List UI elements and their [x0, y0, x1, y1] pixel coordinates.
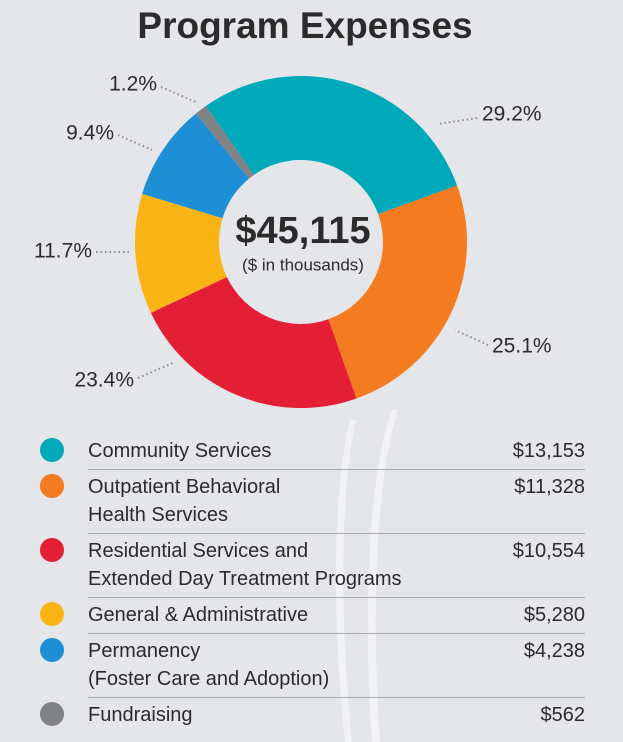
amount: $4,238 — [523, 640, 585, 662]
amount: $5,280 — [523, 604, 585, 626]
leader-line — [437, 117, 478, 125]
slice — [134, 193, 227, 313]
center-subtitle: ($ in thousands) — [242, 255, 364, 274]
percent-label: 23.4% — [74, 369, 134, 392]
leader-line — [160, 86, 199, 104]
legend-row: Outpatient Behavioral Health Services $11… — [40, 469, 585, 533]
amount: $562 — [540, 704, 586, 726]
amount: $13,153 — [512, 440, 585, 462]
leader-line — [117, 134, 153, 151]
percent-label: 1.2% — [109, 73, 157, 96]
legend-row: Fundraising $562 — [40, 697, 586, 733]
legend-row: Residential Services and Extended Day Tr… — [40, 533, 585, 597]
slice — [328, 185, 468, 399]
percent-label: 11.7% — [34, 240, 92, 263]
amount: $11,328 — [514, 476, 585, 498]
legend-row: Permanency (Foster Care and Adoption) $4,… — [40, 633, 585, 697]
decor — [367, 410, 398, 742]
legend-swatch — [40, 438, 64, 462]
legend-row: Community Services $13,153 — [40, 434, 585, 469]
legend-label: General & Administrative — [88, 604, 309, 626]
leader-line — [137, 361, 176, 379]
percent-label: 9.4% — [66, 122, 114, 145]
percent-label: 29.2% — [482, 103, 542, 126]
legend-row: General & Administrative $5,280 — [40, 597, 585, 633]
legend-label: Permanency (Foster Care and Adoption) — [88, 640, 330, 690]
slice — [195, 106, 254, 179]
legend-label: Outpatient Behavioral Health Services — [88, 476, 281, 526]
legend-swatch — [40, 602, 64, 626]
legend-swatch — [40, 538, 64, 562]
legend-swatch — [40, 702, 64, 726]
decor — [335, 420, 356, 742]
slice — [150, 277, 357, 408]
slice — [205, 76, 458, 215]
legend-label: Residential Services and Extended Day Tr… — [88, 540, 402, 590]
legend-label: Fundraising — [88, 704, 193, 726]
leader-line — [454, 329, 489, 346]
legend: Community Services $13,153 Outpatient Beha… — [40, 434, 585, 733]
center-total: $45,115 — [235, 210, 370, 252]
legend-label: Community Services — [88, 440, 272, 462]
slice — [142, 113, 250, 219]
chart-title: Program Expenses — [137, 5, 472, 46]
legend-swatch — [40, 474, 64, 498]
amount: $10,554 — [512, 540, 585, 562]
donut — [134, 76, 468, 408]
percent-label: 25.1% — [492, 335, 552, 358]
legend-swatch — [40, 638, 64, 662]
